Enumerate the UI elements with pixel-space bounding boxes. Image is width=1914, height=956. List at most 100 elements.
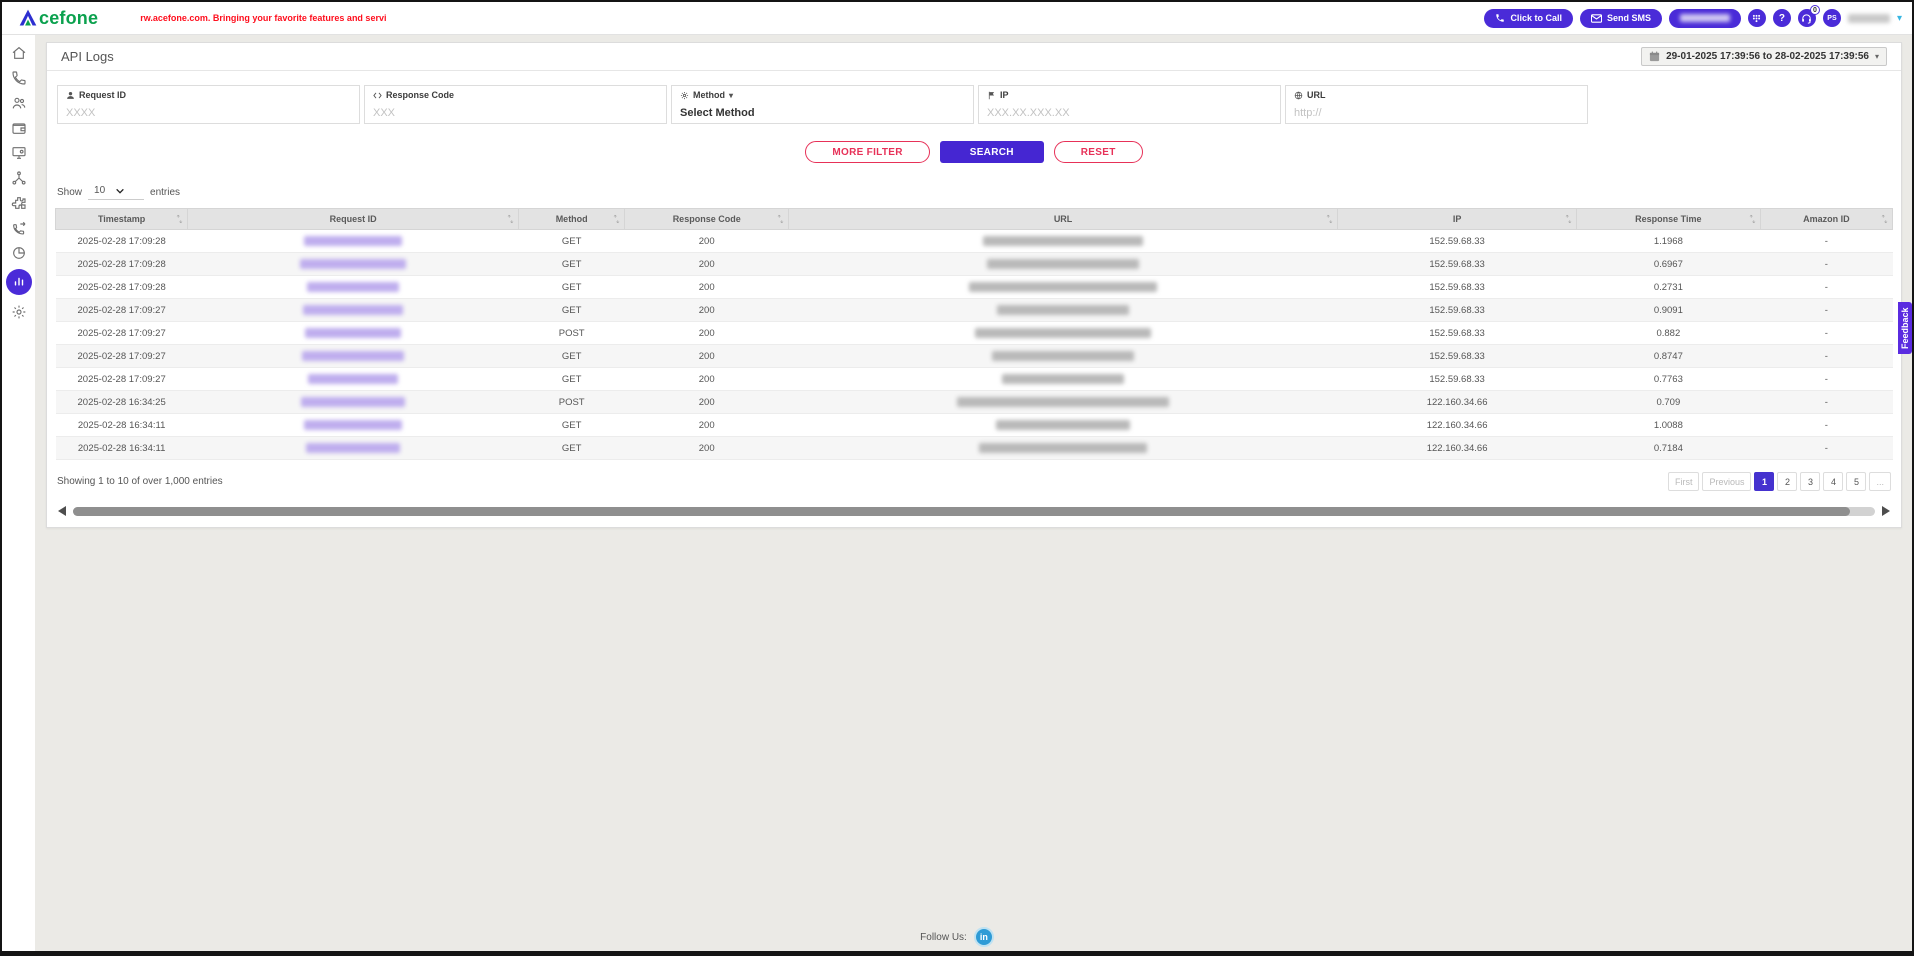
table-row[interactable]: 2025-02-28 17:09:28 GET 200 152.59.68.33… [55,229,1893,253]
field-label: Method [693,90,725,100]
sort-icon [1565,214,1572,224]
pagination-page-4[interactable]: 4 [1823,472,1844,491]
table-row[interactable]: 2025-02-28 17:09:27 GET 200 152.59.68.33… [55,344,1893,368]
response-code-field[interactable]: Response Code [364,85,667,124]
sidebar-item-settings[interactable] [10,303,27,320]
url-input[interactable] [1294,107,1579,119]
support-headset-button[interactable]: 0 [1797,5,1820,27]
pagination-ellipsis[interactable]: ... [1869,472,1891,491]
table-row[interactable]: 2025-02-28 17:09:28 GET 200 152.59.68.33… [55,275,1893,299]
table-row[interactable]: 2025-02-28 16:34:11 GET 200 122.160.34.6… [55,436,1893,460]
col-timestamp[interactable]: Timestamp [54,208,189,230]
linkedin-icon[interactable]: in [973,927,994,947]
table-row[interactable]: 2025-02-28 16:34:11 GET 200 122.160.34.6… [55,413,1893,437]
click-to-call-button[interactable]: Click to Call [1484,8,1573,28]
sidebar-item-services[interactable] [10,144,27,161]
ip-input[interactable] [987,107,1272,119]
url-field[interactable]: URL [1285,85,1588,124]
user-avatar[interactable]: PS [1822,9,1841,27]
field-label: IP [1000,90,1009,100]
sidebar-item-home[interactable] [10,44,27,61]
pagination-page-5[interactable]: 5 [1846,472,1867,491]
pagination-first[interactable]: First [1667,472,1700,491]
globe-icon [1294,91,1303,99]
send-sms-button[interactable]: Send SMS [1579,8,1662,28]
pagination-page-2[interactable]: 2 [1777,472,1798,491]
pagination: First Previous 1 2 3 4 5 ... [1667,472,1891,491]
scroll-right-arrow[interactable] [1881,505,1891,517]
url-redacted [987,258,1140,269]
notification-badge: 0 [1809,5,1820,15]
acefone-logo[interactable]: cefone [18,8,98,29]
request-id-field[interactable]: Request ID [57,85,360,124]
sidebar-item-billing[interactable] [10,119,27,136]
user-icon [67,91,74,99]
wallet-icon [11,122,26,134]
col-response-code[interactable]: Response Code [624,208,789,230]
field-label: URL [1307,90,1326,100]
showing-entries-text: Showing 1 to 10 of over 1,000 entries [57,476,223,487]
monitor-settings-icon [11,146,26,159]
col-ip[interactable]: IP [1337,208,1577,230]
top-header: cefone rw.acefone.com. Bringing your fav… [2,2,1912,35]
pie-chart-icon [12,246,25,259]
ip-field[interactable]: IP [978,85,1281,124]
col-method[interactable]: Method [517,208,626,230]
method-selected-value[interactable]: Select Method [680,107,755,119]
col-response-time[interactable]: Response Time [1576,208,1761,230]
api-logs-table: Timestamp Request ID Method Response Cod… [54,208,1894,460]
table-row[interactable]: 2025-02-28 17:09:27 POST 200 152.59.68.3… [55,321,1893,345]
url-redacted [983,235,1144,246]
caller-id-pill-redacted[interactable] [1668,8,1741,28]
help-button[interactable]: ? [1772,9,1791,27]
horizontal-scrollbar [57,505,1891,517]
more-filter-button[interactable]: MORE FILTER [805,141,930,163]
announcement-marquee: rw.acefone.com. Bringing your favorite f… [140,13,387,23]
logo-a-icon [19,9,37,26]
request-id-redacted [303,304,404,315]
sidebar-item-users[interactable] [10,94,27,111]
table-row[interactable]: 2025-02-28 17:09:27 GET 200 152.59.68.33… [55,298,1893,322]
sidebar-item-call-forwarding[interactable] [10,219,27,236]
sort-icon [1749,214,1755,224]
search-button[interactable]: SEARCH [939,141,1044,163]
scrollbar-thumb[interactable] [73,506,1850,516]
sidebar-item-routing[interactable] [10,169,27,186]
sidebar-item-analytics-active[interactable] [5,269,32,295]
filter-bar: Request ID Response Code [47,71,1901,124]
page-size-select[interactable]: 10 [88,185,145,200]
feedback-tab[interactable]: Feedback [1898,302,1912,354]
col-request-id[interactable]: Request ID [187,208,519,230]
col-amazon-id[interactable]: Amazon ID [1759,208,1894,230]
url-redacted [996,419,1131,430]
table-row[interactable]: 2025-02-28 16:34:25 POST 200 122.160.34.… [55,390,1893,414]
url-redacted [997,304,1130,315]
date-range-picker[interactable]: 29-01-2025 17:39:56 to 28-02-2025 17:39:… [1641,47,1887,66]
flag-icon [988,91,995,99]
col-url[interactable]: URL [787,208,1339,230]
call-transfer-icon [12,221,25,235]
scrollbar-track[interactable] [73,506,1875,516]
request-id-input[interactable] [66,107,351,119]
page-footer: Follow Us: in [2,927,1912,947]
reset-button[interactable]: RESET [1053,141,1143,163]
filter-actions: MORE FILTER SEARCH RESET [47,141,1901,163]
scroll-left-arrow[interactable] [57,505,67,517]
user-menu-chevron-icon[interactable]: ▾ [1896,12,1902,24]
gear-icon [680,91,689,99]
method-field[interactable]: Method ▾ Select Method [671,85,974,124]
request-id-redacted [307,281,400,292]
table-row[interactable]: 2025-02-28 17:09:27 GET 200 152.59.68.33… [55,367,1893,391]
dialpad-button[interactable] [1747,9,1766,27]
sitemap-icon [11,170,26,185]
triangle-right-icon [1882,506,1890,516]
table-row[interactable]: 2025-02-28 17:09:28 GET 200 152.59.68.33… [55,252,1893,276]
sidebar-item-reports[interactable] [10,244,27,261]
pagination-page-1[interactable]: 1 [1754,472,1775,491]
pagination-previous[interactable]: Previous [1702,472,1752,491]
sidebar-item-integrations[interactable] [10,194,27,211]
entries-control: Show 10 entries [57,185,1901,200]
response-code-input[interactable] [373,107,658,119]
sidebar-item-calls[interactable] [10,69,27,86]
pagination-page-3[interactable]: 3 [1800,472,1821,491]
